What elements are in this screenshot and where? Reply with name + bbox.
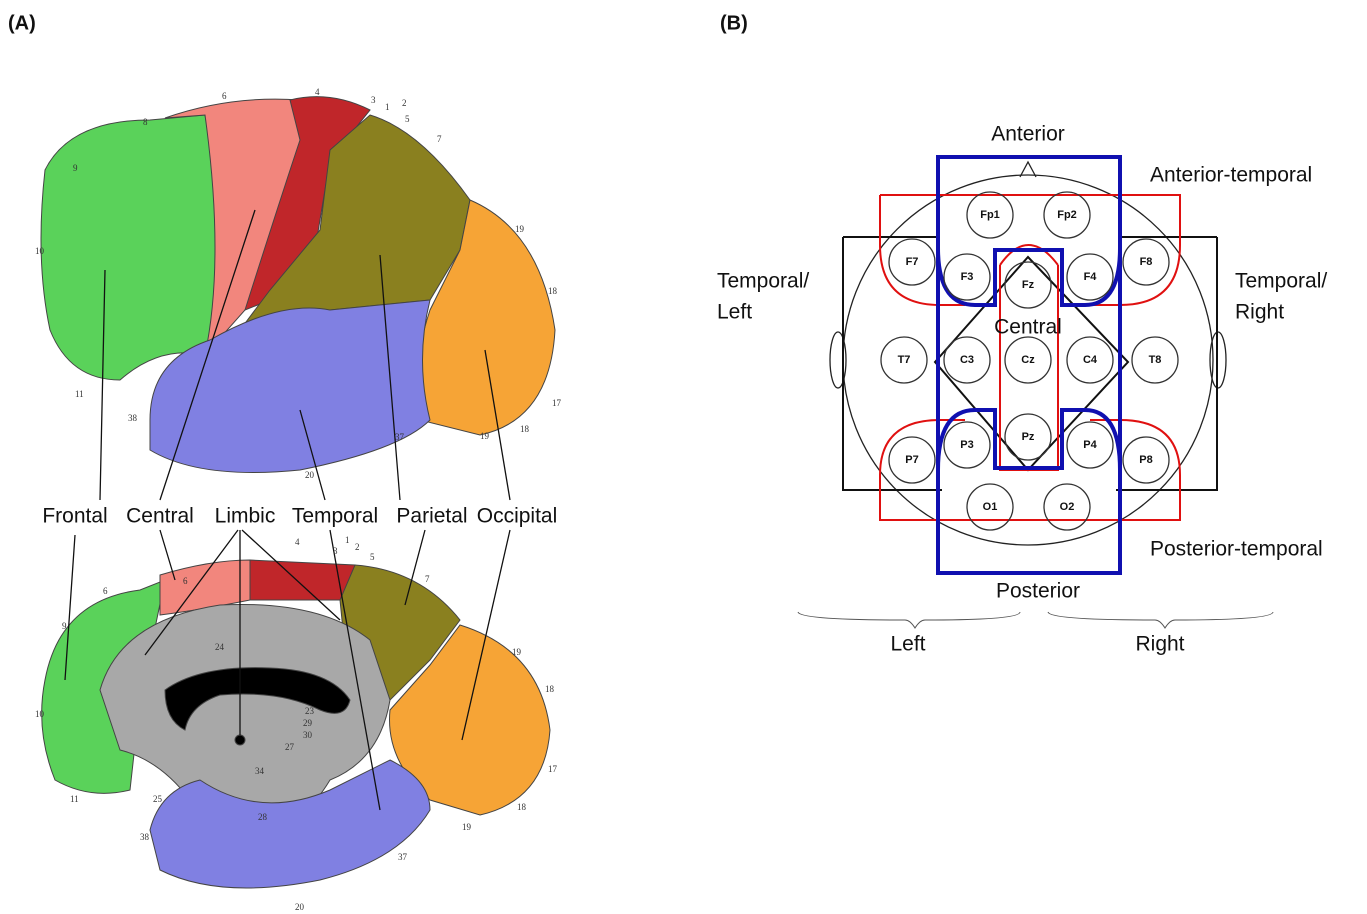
electrode-label: Fp2	[1057, 209, 1077, 221]
area-number: 23	[305, 706, 315, 716]
area-number: 10	[35, 246, 45, 256]
area-number: 20	[305, 470, 315, 480]
region-label: Temporal	[292, 505, 378, 528]
electrode-label: P4	[1083, 439, 1097, 451]
figure: (A) (B) Fp1 Fp2 F7 F3 Fz F4 F8 T7 C3 Cz C4 T8 P7 P3 Pz	[0, 0, 1367, 914]
electrode-label: P8	[1139, 454, 1152, 466]
electrode-label: C3	[960, 354, 974, 366]
electrode-label: F4	[1084, 271, 1098, 283]
area-number: 2	[402, 98, 407, 108]
electrode-label: F8	[1140, 256, 1153, 268]
area-number: 18	[545, 684, 555, 694]
area-number: 17	[548, 764, 558, 774]
region-label: Posterior	[996, 580, 1080, 603]
area-number: 29	[303, 718, 313, 728]
region-label: Right	[1235, 301, 1284, 324]
region-label: Frontal	[42, 505, 107, 528]
region-label: Anterior-temporal	[1150, 164, 1312, 187]
area-number: 19	[515, 224, 525, 234]
area-number: 5	[370, 552, 375, 562]
electrodes: Fp1 Fp2 F7 F3 Fz F4 F8 T7 C3 Cz C4 T8 P7 P3 Pz P4 P8 O1 O2	[881, 192, 1178, 530]
area-number: 18	[517, 802, 527, 812]
medial-brain	[42, 560, 550, 888]
electrode-label: Cz	[1021, 354, 1035, 366]
electrode-label: T7	[898, 354, 911, 366]
area-number: 27	[285, 742, 295, 752]
side-label: Left	[890, 633, 925, 656]
area-number: 7	[425, 574, 430, 584]
area-number: 4	[295, 537, 300, 547]
area-number: 3	[333, 546, 338, 556]
area-number: 3	[371, 95, 376, 105]
electrode-label: Fz	[1022, 279, 1035, 291]
area-number: 9	[62, 621, 67, 631]
area-number: 17	[552, 398, 562, 408]
lateral-brain	[41, 97, 555, 473]
area-number: 19	[480, 431, 490, 441]
electrode-label: C4	[1083, 354, 1098, 366]
region-label: Anterior	[991, 123, 1065, 146]
area-number: 8	[143, 117, 148, 127]
area-number: 34	[255, 766, 265, 776]
electrode-label: Fp1	[980, 209, 1000, 221]
panel-label: (A)	[8, 12, 36, 34]
area-number: 19	[462, 822, 472, 832]
region-label: Temporal/	[1235, 270, 1327, 293]
area-number: 9	[73, 163, 78, 173]
area-number: 1	[345, 535, 350, 545]
area-number: 2	[355, 542, 360, 552]
electrode-label: O2	[1060, 501, 1075, 513]
area-number: 24	[215, 642, 225, 652]
region-label: Central	[126, 505, 194, 528]
area-number: 1	[385, 102, 390, 112]
area-number: 4	[315, 87, 320, 97]
area-number: 25	[153, 794, 163, 804]
area-number: 18	[520, 424, 530, 434]
area-number: 11	[75, 389, 84, 399]
region-label: Occipital	[477, 505, 558, 528]
electrode-label: Pz	[1022, 431, 1035, 443]
electrode-label: P3	[960, 439, 973, 451]
region-label: Temporal/	[717, 270, 809, 293]
area-number: 38	[140, 832, 150, 842]
region-label: Central	[994, 316, 1062, 339]
area-number: 20	[295, 902, 305, 912]
area-number: 6	[103, 586, 108, 596]
electrode-label: T8	[1149, 354, 1162, 366]
area-number: 6	[222, 91, 227, 101]
area-number: 30	[303, 730, 313, 740]
electrode-label: P7	[905, 454, 918, 466]
area-number: 37	[395, 432, 405, 442]
area-number: 28	[258, 812, 268, 822]
area-number: 5	[405, 114, 410, 124]
area-number: 7	[437, 134, 442, 144]
area-number: 11	[70, 794, 79, 804]
area-number: 10	[35, 709, 45, 719]
area-number: 37	[398, 852, 408, 862]
panel-label: (B)	[720, 12, 748, 34]
region-label: Left	[717, 301, 752, 324]
region-label: Limbic	[215, 505, 276, 528]
electrode-label: F7	[906, 256, 919, 268]
area-number: 38	[128, 413, 138, 423]
region-label: Posterior-temporal	[1150, 538, 1323, 561]
side-label: Right	[1135, 633, 1184, 656]
area-number: 6	[183, 576, 188, 586]
area-number: 19	[512, 647, 522, 657]
electrode-label: F3	[961, 271, 974, 283]
area-number: 18	[548, 286, 558, 296]
region-label: Parietal	[396, 505, 467, 528]
electrode-label: O1	[983, 501, 998, 513]
